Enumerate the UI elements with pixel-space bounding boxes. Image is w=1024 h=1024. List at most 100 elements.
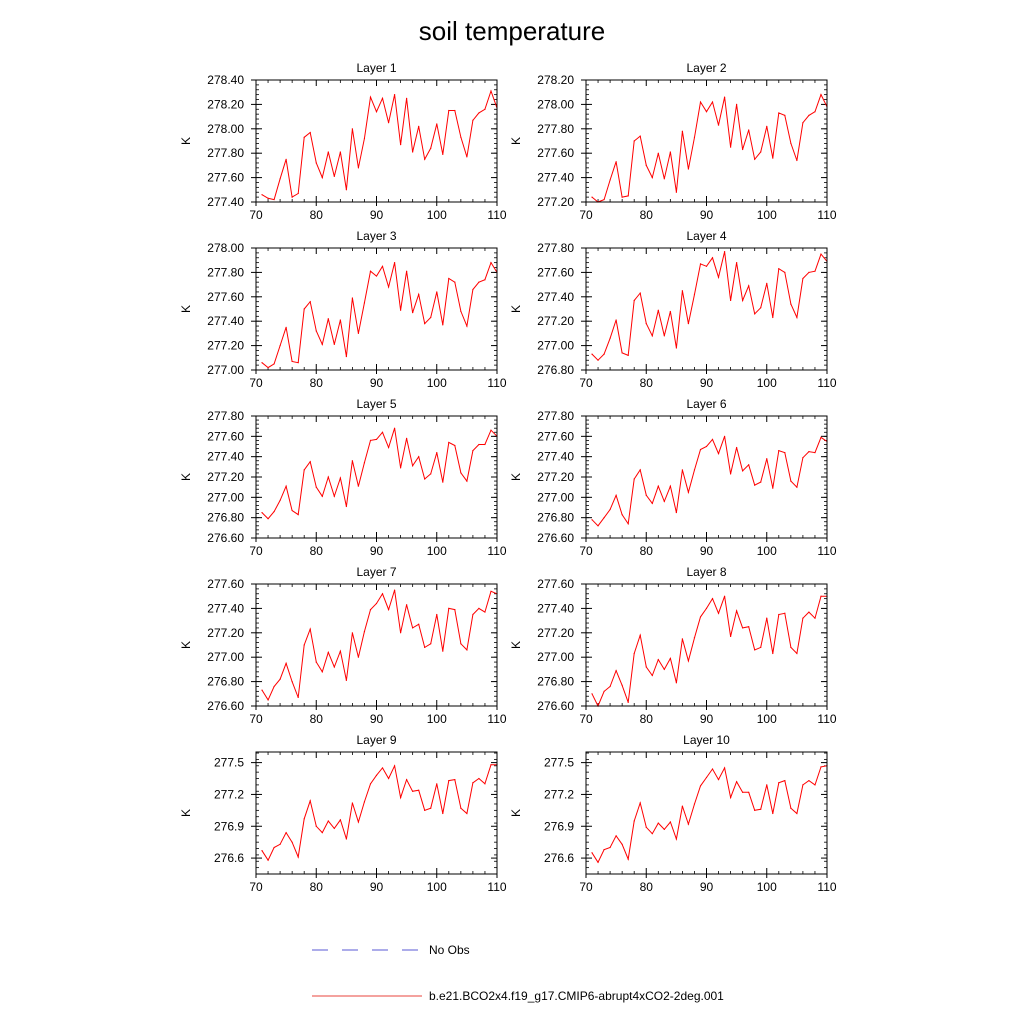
data-point xyxy=(381,767,384,769)
data-point xyxy=(675,511,677,514)
data-point xyxy=(748,129,750,131)
series-line xyxy=(591,595,827,708)
x-tick-label: 90 xyxy=(370,544,384,558)
data-point xyxy=(645,164,647,166)
data-point xyxy=(279,345,281,347)
x-tick-label: 110 xyxy=(487,544,506,558)
data-point xyxy=(717,778,720,781)
data-point xyxy=(490,90,492,92)
data-point xyxy=(315,162,317,164)
data-point xyxy=(699,785,702,787)
data-point xyxy=(303,644,305,646)
data-point xyxy=(267,366,269,369)
data-point xyxy=(454,778,456,781)
data-point xyxy=(381,431,384,433)
data-point xyxy=(363,630,366,633)
data-point xyxy=(412,312,414,314)
data-point xyxy=(369,609,372,611)
data-point xyxy=(772,652,774,655)
y-tick-label: 277.20 xyxy=(537,314,574,328)
x-tick-label: 100 xyxy=(427,880,447,894)
data-point xyxy=(772,316,774,319)
data-point xyxy=(591,852,593,854)
data-point xyxy=(730,635,732,638)
x-tick-label: 70 xyxy=(579,376,593,390)
data-point xyxy=(814,111,816,113)
data-point xyxy=(633,299,635,302)
data-point xyxy=(772,157,774,159)
data-point xyxy=(261,850,263,852)
data-point xyxy=(778,449,780,452)
data-point xyxy=(742,627,744,629)
data-point xyxy=(333,666,335,668)
data-point xyxy=(309,301,311,303)
data-point xyxy=(766,617,768,619)
y-tick-label: 277.40 xyxy=(207,601,244,615)
data-point xyxy=(754,313,756,315)
data-point xyxy=(651,335,653,337)
data-point xyxy=(681,130,684,132)
data-point xyxy=(591,196,593,198)
y-tick-label: 277.80 xyxy=(537,409,574,423)
data-point xyxy=(303,136,305,138)
x-tick-label: 70 xyxy=(579,208,593,222)
data-point xyxy=(333,827,335,829)
data-point xyxy=(796,316,798,319)
data-point xyxy=(693,293,696,295)
data-point xyxy=(663,828,665,831)
data-point xyxy=(393,262,396,264)
data-point xyxy=(681,469,684,471)
data-point xyxy=(814,784,816,786)
data-point xyxy=(778,613,780,616)
data-point xyxy=(639,634,641,636)
data-point xyxy=(633,652,635,655)
x-tick-label: 100 xyxy=(757,880,777,894)
data-point xyxy=(273,846,275,849)
y-axis-label: K xyxy=(509,305,523,313)
x-tick-label: 100 xyxy=(757,208,777,222)
plot-frame xyxy=(585,751,828,875)
data-point xyxy=(681,638,684,640)
data-point xyxy=(621,352,623,354)
data-point xyxy=(615,319,617,321)
y-tick-label: 277.80 xyxy=(537,122,574,136)
data-point xyxy=(651,177,653,179)
data-point xyxy=(436,613,438,616)
y-tick-label: 277.60 xyxy=(207,171,244,185)
data-point xyxy=(711,257,714,259)
data-point xyxy=(820,253,822,255)
data-point xyxy=(442,812,444,815)
data-point xyxy=(705,776,708,779)
data-point xyxy=(603,353,605,355)
data-point xyxy=(603,517,605,519)
data-point xyxy=(784,780,786,782)
y-tick-label: 277.20 xyxy=(537,470,574,484)
y-tick-label: 277.2 xyxy=(544,787,574,801)
legend: No Obs b.e21.BCO2x4.f19_g17.CMIP6-abrupt… xyxy=(312,943,724,1003)
data-point xyxy=(442,153,444,156)
data-point xyxy=(814,270,816,272)
data-point xyxy=(748,791,750,793)
series-line xyxy=(261,89,498,201)
data-point xyxy=(645,323,647,325)
x-tick-label: 70 xyxy=(249,544,263,558)
x-tick-label: 110 xyxy=(817,544,836,558)
y-tick-label: 277.40 xyxy=(537,601,574,615)
data-point xyxy=(400,467,402,469)
y-tick-label: 278.00 xyxy=(207,241,244,255)
data-point xyxy=(357,821,360,823)
y-tick-label: 277.60 xyxy=(537,577,574,591)
data-point xyxy=(639,469,641,471)
y-tick-label: 277.60 xyxy=(207,429,244,443)
y-tick-label: 276.60 xyxy=(537,531,574,545)
x-tick-label: 110 xyxy=(817,712,836,726)
y-tick-label: 277.20 xyxy=(207,626,244,640)
data-point xyxy=(663,668,665,671)
data-point xyxy=(808,114,810,116)
data-point xyxy=(802,457,804,459)
data-point xyxy=(357,167,360,169)
data-point xyxy=(472,119,474,121)
x-tick-label: 100 xyxy=(427,376,447,390)
data-point xyxy=(597,359,599,361)
data-point xyxy=(321,832,323,834)
